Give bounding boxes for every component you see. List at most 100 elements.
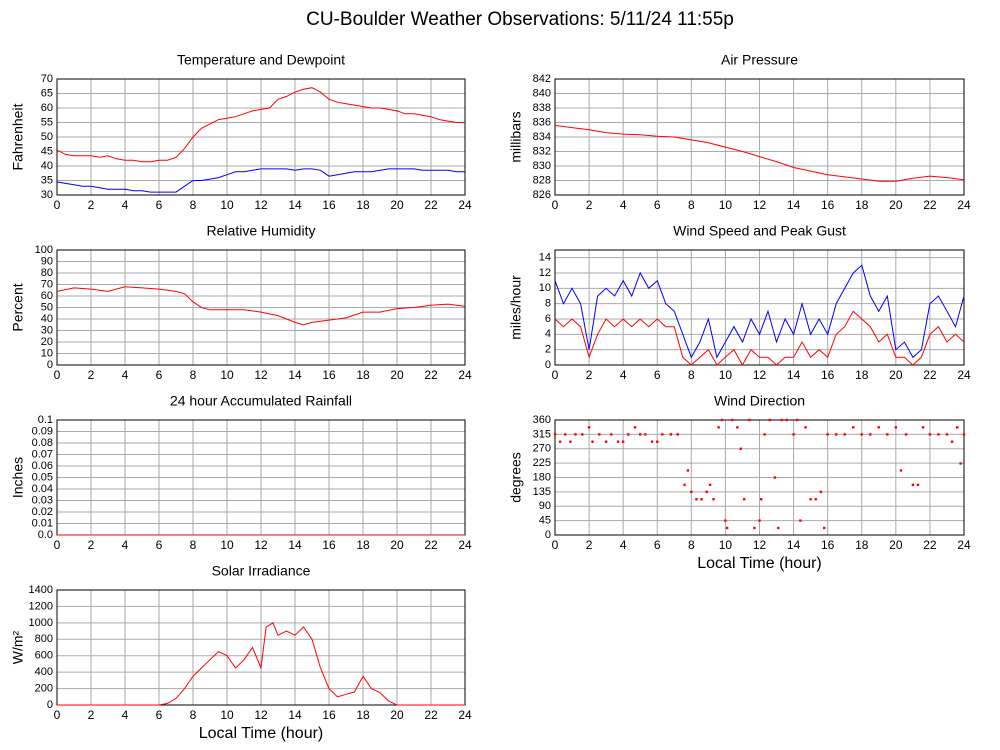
data-point: [553, 433, 557, 436]
y-tick-label: 35: [41, 174, 53, 186]
y-tick-label: 4: [545, 328, 551, 340]
data-point: [644, 433, 647, 436]
page-title: CU-Boulder Weather Observations: 5/11/24…: [306, 9, 734, 30]
y-tick-label: 30: [41, 189, 53, 201]
y-axis-label: degrees: [508, 452, 524, 503]
data-point: [962, 433, 966, 436]
y-tick-label: 45: [539, 515, 551, 527]
data-point: [860, 433, 863, 436]
x-tick-label: 18: [356, 708, 370, 722]
x-tick-label: 6: [156, 538, 163, 552]
plot-frame: [56, 78, 466, 196]
y-tick-label: 180: [533, 471, 551, 483]
x-tick-label: 2: [88, 368, 95, 382]
y-tick-label: 842: [533, 73, 551, 85]
x-tick-label: 24: [458, 198, 472, 212]
x-tick-label: 20: [390, 198, 404, 212]
x-tick-label: 22: [923, 538, 937, 552]
y-tick-label: 836: [533, 116, 551, 128]
data-point: [904, 433, 908, 436]
data-point: [760, 498, 763, 501]
x-tick-label: 24: [458, 538, 472, 552]
y-tick-label: 2: [545, 344, 551, 356]
x-tick-label: 16: [322, 708, 336, 722]
x-tick-label: 10: [220, 708, 234, 722]
x-tick-label: 0: [54, 708, 61, 722]
data-point: [712, 498, 715, 501]
x-tick-label: 12: [753, 198, 767, 212]
x-tick-label: 20: [889, 198, 903, 212]
x-tick-label: 16: [322, 368, 336, 382]
y-tick-label: 828: [533, 174, 551, 186]
data-point: [834, 433, 838, 436]
data-point: [717, 426, 720, 429]
x-tick-label: 8: [190, 708, 197, 722]
x-tick-label: 8: [688, 368, 695, 382]
x-tick-label: 16: [322, 198, 336, 212]
y-tick-label: 70: [41, 278, 53, 290]
x-tick-label: 16: [821, 198, 835, 212]
data-point: [921, 426, 925, 429]
x-tick-label: 22: [424, 708, 438, 722]
y-tick-label: 826: [533, 189, 551, 201]
y-tick-label: 100: [35, 244, 53, 256]
data-point: [814, 498, 817, 501]
data-point: [610, 433, 613, 436]
x-tick-label: 22: [424, 538, 438, 552]
data-point: [564, 433, 567, 436]
data-point: [621, 440, 625, 443]
x-tick-label: 20: [889, 538, 903, 552]
y-tick-label: 135: [533, 486, 551, 498]
chart-title: Solar Irradiance: [212, 563, 311, 579]
y-tick-label: 0: [545, 359, 551, 371]
data-point: [763, 433, 766, 436]
x-tick-label: 12: [254, 368, 268, 382]
x-tick-label: 14: [288, 708, 302, 722]
x-tick-label: 20: [390, 708, 404, 722]
y-tick-label: 14: [539, 252, 551, 264]
x-tick-label: 6: [156, 368, 163, 382]
y-tick-label: 6: [545, 313, 551, 325]
x-tick-label: 22: [424, 198, 438, 212]
y-tick-label: 800: [35, 633, 53, 645]
y-tick-label: 0: [545, 529, 551, 541]
data-point: [669, 433, 673, 436]
x-tick-label: 14: [288, 538, 302, 552]
y-tick-label: 0.07: [32, 448, 53, 460]
y-tick-label: 40: [41, 313, 53, 325]
x-tick-label: 10: [220, 368, 234, 382]
data-point: [780, 418, 783, 422]
data-point: [616, 440, 620, 443]
chart-title: Wind Direction: [714, 393, 805, 409]
data-point: [725, 526, 729, 530]
data-point: [581, 433, 584, 436]
x-tick-label: 12: [254, 538, 268, 552]
data-point: [661, 433, 664, 436]
y-tick-label: 832: [533, 145, 551, 157]
x-tick-label: 8: [688, 538, 695, 552]
y-tick-label: 400: [35, 666, 53, 678]
x-tick-label: 2: [88, 538, 95, 552]
x-tick-label: 14: [787, 198, 801, 212]
x-tick-label: 2: [88, 198, 95, 212]
data-point: [768, 418, 771, 422]
data-point: [724, 519, 727, 522]
y-tick-label: 60: [41, 102, 53, 114]
x-tick-label: 12: [753, 538, 767, 552]
y-tick-label: 0.0: [38, 529, 53, 541]
data-point: [877, 426, 880, 429]
y-tick-label: 0.09: [32, 425, 53, 437]
x-tick-label: 4: [620, 538, 627, 552]
y-tick-label: 1000: [29, 617, 53, 629]
y-tick-label: 90: [41, 255, 53, 267]
data-point: [574, 433, 577, 436]
data-line: [56, 168, 465, 193]
y-tick-label: 0.02: [32, 506, 53, 518]
x-tick-label: 12: [753, 368, 767, 382]
chart-title: Relative Humidity: [207, 223, 316, 239]
y-tick-label: 80: [41, 267, 53, 279]
plot-frame: [554, 419, 965, 536]
y-tick-label: 55: [41, 116, 53, 128]
y-axis-label: W/m²: [10, 630, 26, 664]
